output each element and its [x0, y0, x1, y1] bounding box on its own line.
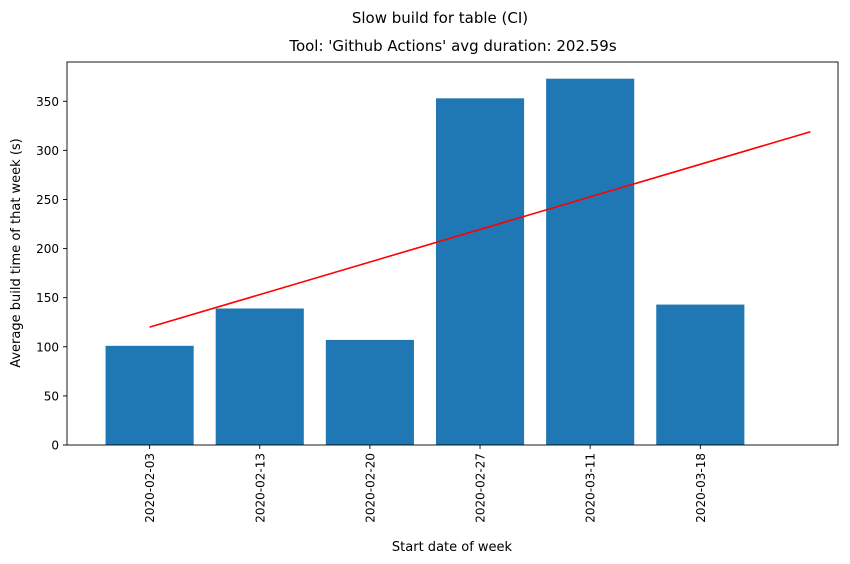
bar-2020-03-18 [656, 304, 745, 445]
x-tick-label: 2020-02-13 [253, 453, 267, 523]
bar-2020-02-20 [325, 339, 414, 445]
x-tick-label: 2020-03-11 [584, 453, 598, 523]
y-axis-label: Average build time of that week (s) [9, 138, 24, 368]
y-tick-label: 100 [36, 340, 59, 354]
y-tick-label: 250 [36, 193, 59, 207]
bar-2020-02-27 [435, 98, 525, 445]
bar-2020-03-11 [546, 78, 635, 445]
bar-2020-02-03 [105, 345, 194, 445]
axes-frame [66, 61, 839, 446]
y-tick-label: 300 [36, 144, 59, 158]
x-tick-label: 2020-02-03 [143, 453, 157, 523]
y-tick-label: 50 [44, 389, 59, 403]
trend-line [149, 130, 811, 328]
x-tick-label: 2020-02-20 [363, 453, 377, 523]
x-tick-label: 2020-02-27 [474, 453, 488, 523]
x-axis-label: Start date of week [392, 540, 513, 555]
x-tick-label: 2020-03-18 [694, 453, 708, 523]
y-tick-label: 200 [36, 242, 59, 256]
plot-area: 0 50 100 150 200 250 300 350 2020-02-03 2020-02-1… [36, 61, 839, 523]
y-tick-label: 350 [36, 95, 59, 109]
y-tick-label: 150 [36, 291, 59, 305]
y-tick-label: 0 [51, 439, 59, 453]
chart-suptitle: Slow build for table (CI) [352, 9, 528, 27]
chart-title: Tool: 'Github Actions' avg duration: 202… [288, 37, 617, 55]
bar-2020-02-13 [215, 308, 304, 445]
